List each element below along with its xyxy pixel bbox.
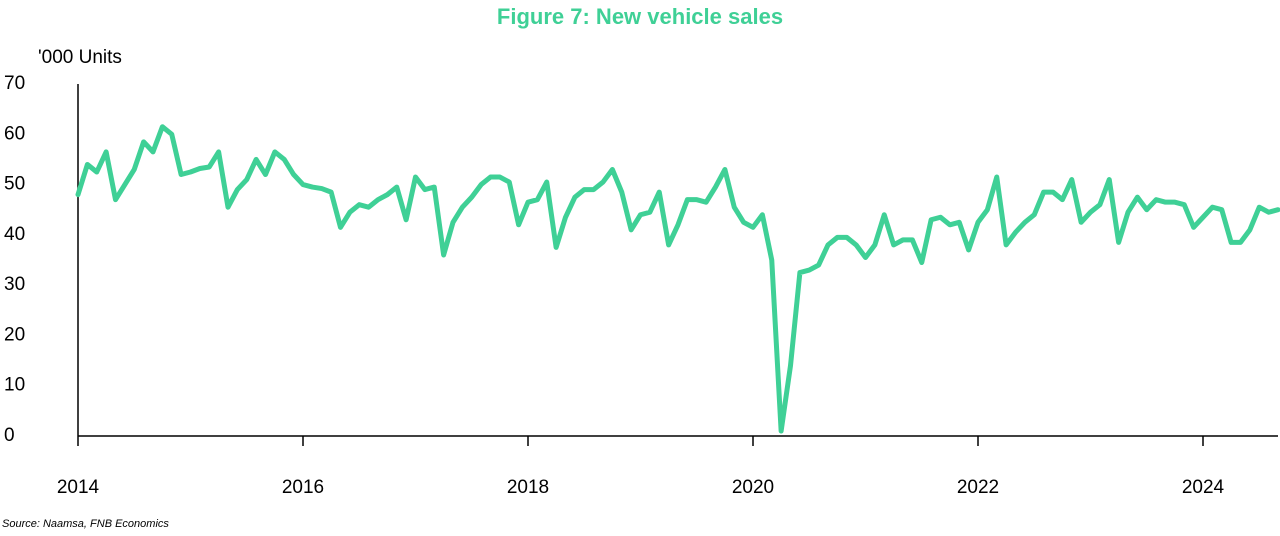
x-tick-label: 2020 xyxy=(732,477,774,498)
y-tick-label: 40 xyxy=(4,224,25,245)
x-tick-label: 2024 xyxy=(1182,477,1225,498)
y-tick-label: 60 xyxy=(4,123,25,144)
x-tick-label: 2022 xyxy=(957,477,999,498)
y-axis-label: '000 Units xyxy=(38,47,122,68)
x-tick-label: 2014 xyxy=(57,477,100,498)
y-tick-label: 0 xyxy=(4,425,15,446)
source-note: Source: Naamsa, FNB Economics xyxy=(2,518,169,530)
chart-title: Figure 7: New vehicle sales xyxy=(497,4,783,29)
x-tick-label: 2016 xyxy=(282,477,324,498)
x-tick-label: 2018 xyxy=(507,477,549,498)
y-tick-label: 20 xyxy=(4,324,25,345)
series-line xyxy=(75,124,1280,434)
y-tick-label: 70 xyxy=(4,73,25,94)
y-tick-label: 50 xyxy=(4,174,25,195)
y-tick-label: 30 xyxy=(4,274,25,295)
y-tick-label: 10 xyxy=(4,375,25,396)
